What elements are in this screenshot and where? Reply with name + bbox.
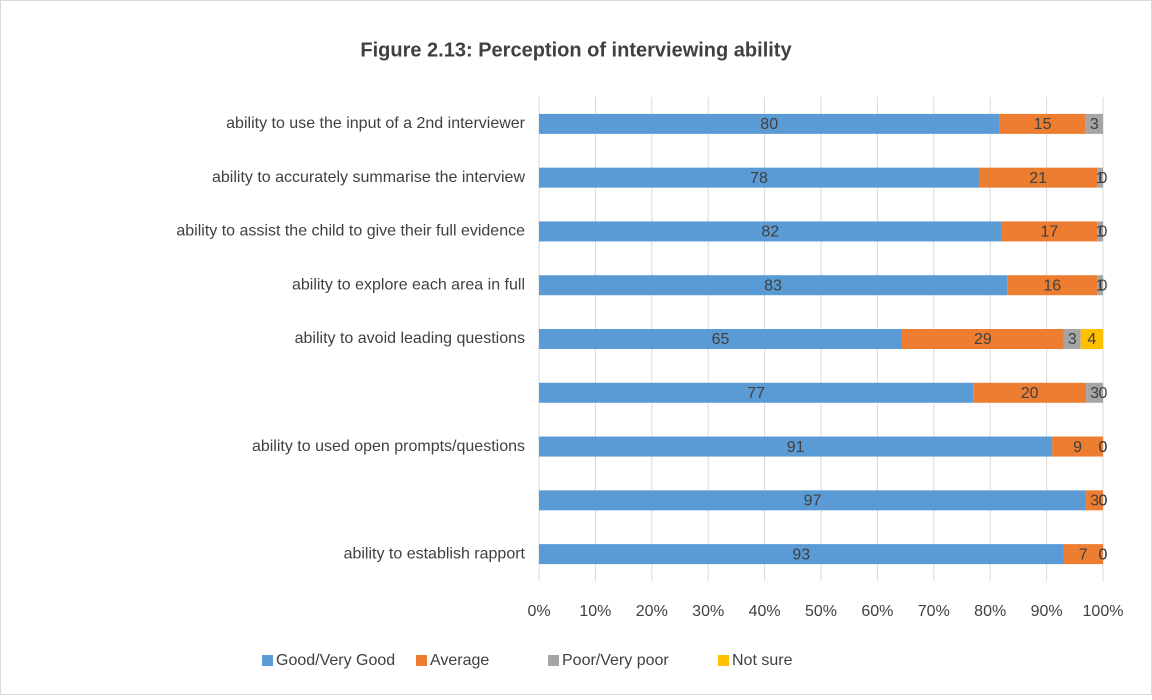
data-label: 0	[1099, 493, 1108, 510]
bar-segment	[901, 329, 1064, 349]
data-label: 82	[761, 224, 779, 241]
legend-swatch	[416, 655, 427, 666]
bar-segment	[1063, 329, 1081, 349]
data-label: 3	[1068, 331, 1077, 348]
y-tick-label: ability to avoid leading questions	[295, 330, 525, 347]
bar-segment	[539, 382, 974, 403]
data-label: 20	[1021, 385, 1039, 402]
x-tick-label: 60%	[861, 603, 893, 620]
bar-segment	[539, 490, 1087, 511]
data-label: 0	[1099, 277, 1108, 294]
data-label: 16	[1043, 277, 1061, 294]
bar-segment	[1063, 544, 1103, 565]
y-tick-label: ability to used open prompts/questions	[252, 438, 525, 455]
data-label: 0	[1099, 439, 1108, 456]
data-label: 0	[1099, 224, 1108, 241]
data-label: 3	[1090, 116, 1099, 133]
chart-title: Figure 2.13: Perception of interviewing …	[360, 39, 792, 61]
data-label: 0	[1099, 546, 1108, 563]
bar-segment	[539, 167, 979, 188]
data-label: 80	[760, 116, 778, 133]
data-label: 78	[750, 170, 768, 187]
bar-segment	[1086, 490, 1103, 511]
x-tick-label: 50%	[805, 603, 837, 620]
bar-segment	[973, 382, 1087, 403]
bar-segment	[539, 436, 1053, 457]
x-tick-label: 30%	[692, 603, 724, 620]
bar-segment	[1007, 275, 1098, 296]
bar-segment	[539, 544, 1064, 565]
data-label: 83	[764, 277, 782, 294]
x-tick-label: 0%	[527, 603, 550, 620]
legend-label: Good/Very Good	[276, 652, 395, 669]
bar-segment	[539, 275, 1008, 296]
data-label: 0	[1099, 493, 1108, 510]
data-label: 4	[1087, 331, 1096, 348]
bar-segment	[539, 221, 1002, 242]
bar-segment	[1080, 329, 1103, 349]
legend-swatch	[262, 655, 273, 666]
bar-segment	[1097, 275, 1103, 296]
bar-segment	[539, 329, 902, 349]
data-label: 1	[1096, 170, 1105, 187]
legend-label: Poor/Very poor	[562, 652, 669, 669]
bar-segment	[1001, 221, 1098, 242]
legend-swatch	[718, 655, 729, 666]
data-label: 15	[1034, 116, 1052, 133]
bar-segment	[999, 113, 1086, 134]
data-label: 17	[1041, 224, 1059, 241]
y-tick-label: ability to establish rapport	[344, 545, 526, 562]
data-label: 29	[974, 331, 992, 348]
bar-segment	[1097, 167, 1103, 188]
data-label: 97	[804, 493, 822, 510]
x-tick-label: 100%	[1083, 603, 1124, 620]
bar-segment	[539, 113, 1000, 134]
data-label: 3	[1090, 385, 1099, 402]
data-label: 1	[1096, 277, 1105, 294]
data-label: 77	[747, 385, 765, 402]
y-tick-label: ability to use the input of a 2nd interv…	[226, 115, 526, 132]
data-label: 3	[1090, 493, 1099, 510]
y-tick-label: ability to explore each area in full	[292, 276, 525, 293]
x-tick-label: 80%	[974, 603, 1006, 620]
bar-segment	[1097, 221, 1103, 242]
data-label: 0	[1099, 170, 1108, 187]
y-tick-label: ability to accurately summarise the inte…	[212, 169, 525, 186]
data-label: 21	[1029, 170, 1047, 187]
legend-label: Not sure	[732, 652, 793, 669]
data-label: 0	[1099, 385, 1108, 402]
bar-segment	[1086, 382, 1103, 403]
data-label: 9	[1073, 439, 1082, 456]
y-tick-label: ability to assist the child to give thei…	[176, 223, 525, 240]
data-label: 91	[787, 439, 805, 456]
x-tick-label: 20%	[636, 603, 668, 620]
data-label: 1	[1096, 224, 1105, 241]
legend-label: Average	[430, 652, 489, 669]
bar-segment	[978, 167, 1098, 188]
legend-swatch	[548, 655, 559, 666]
bar-segment	[1085, 113, 1103, 134]
data-label: 0	[1099, 546, 1108, 563]
data-label: 0	[1099, 439, 1108, 456]
x-tick-label: 40%	[749, 603, 781, 620]
data-label: 7	[1079, 546, 1088, 563]
x-tick-label: 10%	[579, 603, 611, 620]
x-tick-label: 90%	[1031, 603, 1063, 620]
x-tick-label: 70%	[918, 603, 950, 620]
data-label: 93	[792, 546, 810, 563]
data-label: 65	[712, 331, 730, 348]
bar-segment	[1052, 436, 1103, 457]
